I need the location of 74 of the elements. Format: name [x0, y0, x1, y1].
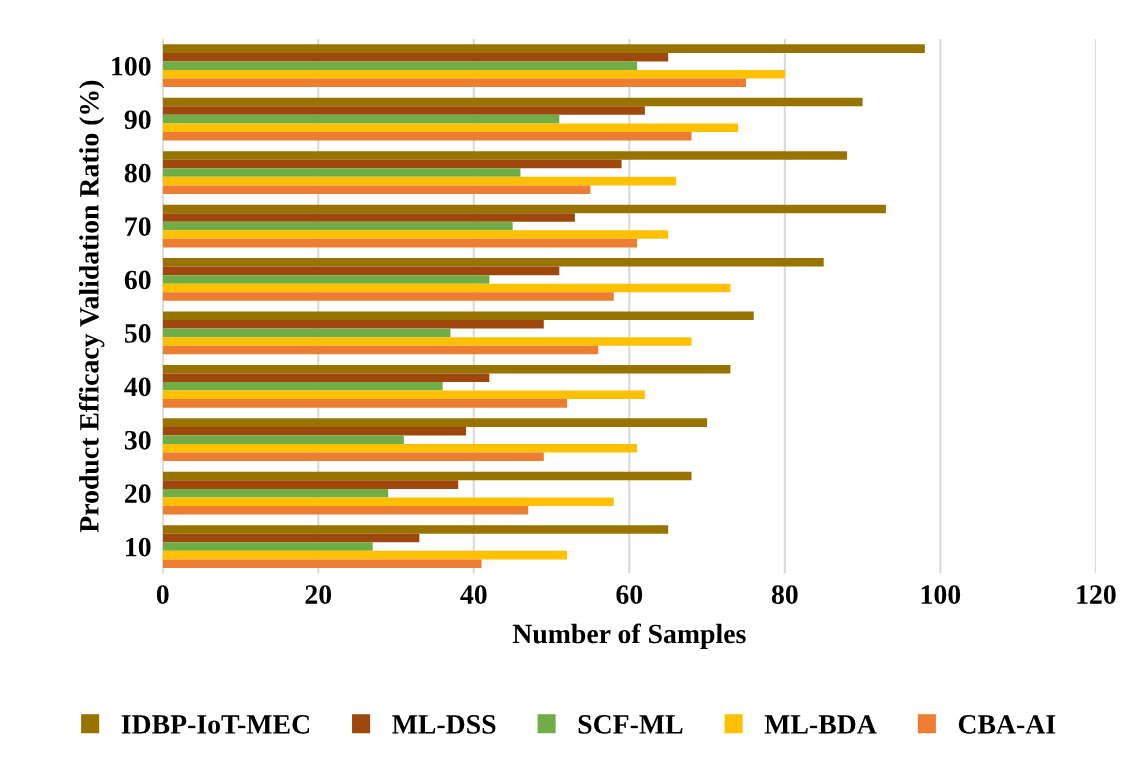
- bar: [162, 364, 731, 374]
- bar: [162, 97, 863, 107]
- bar: [162, 444, 638, 453]
- bar: [162, 559, 482, 568]
- bar: [162, 213, 575, 222]
- bar: [162, 159, 622, 169]
- bar: [162, 525, 669, 534]
- bar: [162, 471, 692, 481]
- bar: [162, 542, 373, 551]
- bar: [162, 320, 544, 329]
- bar: [162, 114, 560, 124]
- bar: [162, 488, 389, 498]
- legend-label: IDBP-IoT-MEC: [121, 715, 309, 734]
- y-tick-label: 90: [124, 110, 151, 130]
- y-tick-label: 60: [124, 270, 151, 290]
- bar: [162, 399, 568, 408]
- bar: [162, 230, 669, 239]
- bar: [162, 168, 521, 177]
- bar: [162, 151, 848, 160]
- y-tick-label: 50: [124, 324, 151, 343]
- x-tick-label: 100: [921, 585, 961, 604]
- bar: [162, 497, 614, 506]
- y-tick-label: 100: [112, 56, 151, 76]
- bar: [162, 258, 824, 267]
- bar: [162, 176, 676, 186]
- y-tick-label: 20: [125, 484, 151, 504]
- x-axis-title: Number of Samples: [512, 623, 746, 649]
- x-tick-label: 20: [305, 585, 332, 604]
- x-tick-label: 60: [616, 585, 643, 604]
- bar: [162, 426, 467, 436]
- bar: [162, 78, 746, 88]
- bar: [162, 44, 925, 53]
- bar: [162, 382, 443, 391]
- y-tick-label: 80: [124, 163, 151, 183]
- bar: [162, 418, 708, 427]
- bar: [162, 337, 692, 346]
- legend-label: CBA-AI: [958, 715, 1056, 734]
- bar: [162, 131, 692, 141]
- bar: [162, 204, 886, 214]
- x-tick-label: 40: [460, 585, 487, 604]
- bar: [162, 61, 638, 70]
- bar: [162, 292, 614, 301]
- bar: [162, 480, 459, 489]
- bar: [162, 328, 451, 338]
- x-tick-label: 120: [1077, 585, 1116, 604]
- bar: [162, 345, 599, 355]
- legend-label: SCF-ML: [578, 715, 683, 734]
- y-tick-label: 10: [126, 537, 151, 557]
- bar: [162, 435, 404, 444]
- bar: [162, 311, 754, 321]
- bar: [162, 238, 638, 248]
- bar: [162, 275, 490, 284]
- bar: [162, 283, 731, 293]
- y-tick-label: 40: [124, 377, 151, 397]
- x-tick-label: 80: [771, 585, 798, 604]
- bar: [162, 505, 529, 515]
- bar: [162, 123, 739, 132]
- bar: [162, 266, 560, 276]
- x-tick-label: 0: [156, 585, 169, 604]
- bar: [162, 533, 420, 543]
- y-axis-title: Product Efficacy Validation Ratio (%): [78, 80, 105, 533]
- bar: [162, 452, 544, 462]
- bar: [162, 106, 645, 115]
- bar: [162, 390, 645, 400]
- bar: [162, 52, 669, 62]
- y-tick-label: 70: [125, 217, 151, 236]
- y-tick-label: 30: [124, 430, 151, 450]
- bar: [162, 221, 513, 231]
- bar: [162, 550, 568, 560]
- legend-label: ML-DSS: [392, 715, 496, 734]
- bar: [162, 185, 591, 194]
- bar: [162, 373, 490, 383]
- legend-label: ML-BDA: [764, 715, 877, 734]
- bar: [162, 69, 785, 79]
